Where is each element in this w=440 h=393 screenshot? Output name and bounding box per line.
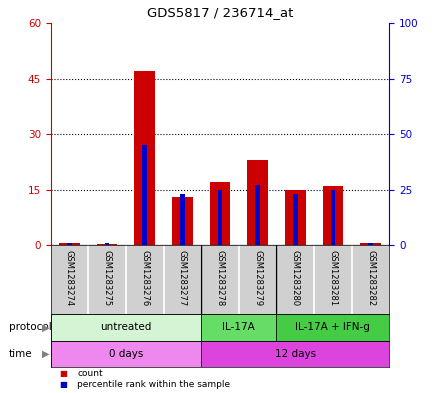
Bar — [67, 243, 72, 245]
Bar — [218, 190, 222, 245]
Text: IL-17A + IFN-g: IL-17A + IFN-g — [296, 322, 370, 332]
Text: GSM1283274: GSM1283274 — [65, 250, 74, 306]
Bar — [172, 197, 193, 245]
Bar — [97, 244, 117, 245]
Bar — [51, 314, 201, 341]
Bar — [143, 145, 147, 245]
Text: untreated: untreated — [100, 322, 151, 332]
Text: ▶: ▶ — [42, 349, 50, 359]
Bar — [209, 182, 231, 245]
Text: 12 days: 12 days — [275, 349, 316, 359]
Bar — [276, 314, 389, 341]
Bar — [180, 194, 185, 245]
Text: protocol: protocol — [9, 322, 51, 332]
Text: GSM1283279: GSM1283279 — [253, 250, 262, 306]
Text: GSM1283281: GSM1283281 — [328, 250, 337, 306]
Bar — [134, 71, 155, 245]
Bar — [360, 243, 381, 245]
Text: ■: ■ — [59, 380, 67, 389]
Text: GSM1283280: GSM1283280 — [291, 250, 300, 306]
Text: count: count — [77, 369, 103, 378]
Text: GSM1283276: GSM1283276 — [140, 250, 149, 306]
Bar — [285, 190, 306, 245]
Text: GSM1283277: GSM1283277 — [178, 250, 187, 306]
Bar — [293, 194, 297, 245]
Bar — [51, 341, 201, 367]
Bar — [255, 185, 260, 245]
Text: ■: ■ — [59, 369, 67, 378]
Text: GSM1283282: GSM1283282 — [366, 250, 375, 306]
Bar — [105, 243, 109, 245]
Text: GDS5817 / 236714_at: GDS5817 / 236714_at — [147, 6, 293, 19]
Text: percentile rank within the sample: percentile rank within the sample — [77, 380, 230, 389]
Text: GSM1283278: GSM1283278 — [216, 250, 224, 306]
Text: ▶: ▶ — [42, 322, 50, 332]
Text: time: time — [9, 349, 33, 359]
Bar — [201, 341, 389, 367]
Bar — [331, 190, 335, 245]
Bar — [368, 243, 373, 245]
Text: 0 days: 0 days — [109, 349, 143, 359]
Text: IL-17A: IL-17A — [223, 322, 255, 332]
Bar — [247, 160, 268, 245]
Text: GSM1283275: GSM1283275 — [103, 250, 112, 306]
Bar — [59, 243, 80, 245]
Bar — [323, 186, 343, 245]
Bar — [201, 314, 276, 341]
